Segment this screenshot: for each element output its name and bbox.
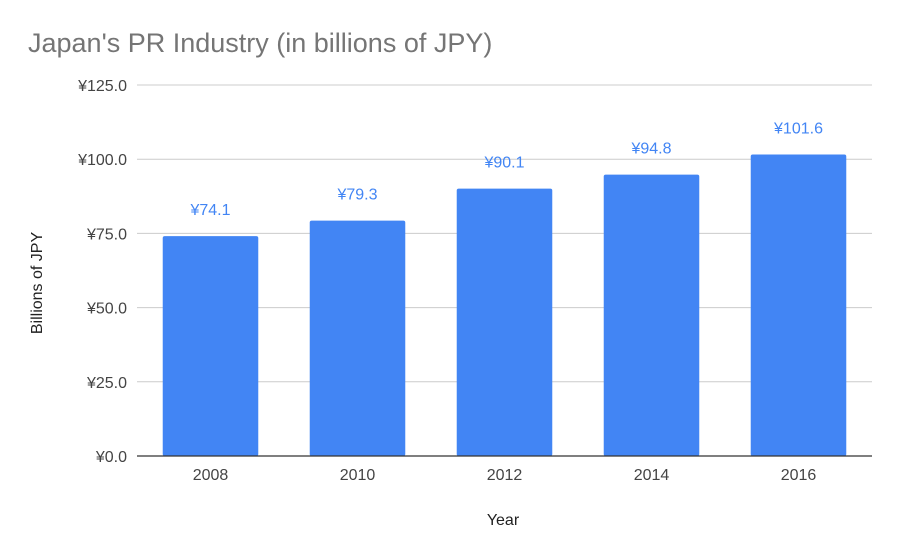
bar[interactable] xyxy=(603,174,700,456)
y-tick-label: ¥125.0 xyxy=(77,78,127,95)
y-tick-label: ¥25.0 xyxy=(86,375,127,392)
x-tick-label: 2016 xyxy=(781,467,817,484)
x-tick-label: 2012 xyxy=(487,467,523,484)
y-axis-title: Billions of JPY xyxy=(29,232,46,335)
x-tick-label: 2008 xyxy=(193,467,229,484)
x-tick-label: 2014 xyxy=(634,467,670,484)
bar[interactable] xyxy=(456,188,553,457)
y-tick-label: ¥50.0 xyxy=(86,301,127,318)
chart-title: Japan's PR Industry (in billions of JPY) xyxy=(28,28,492,58)
data-label: ¥94.8 xyxy=(630,141,671,158)
y-tick-label: ¥100.0 xyxy=(77,152,127,169)
data-label: ¥74.1 xyxy=(189,202,230,219)
data-label: ¥90.1 xyxy=(483,155,524,172)
data-label: ¥79.3 xyxy=(336,187,377,204)
data-labels: ¥74.1 ¥79.3 ¥90.1 ¥94.8 ¥101.6 xyxy=(189,120,823,219)
y-tick-label: ¥75.0 xyxy=(86,226,127,243)
bar[interactable] xyxy=(309,220,406,456)
x-axis-title: Year xyxy=(487,512,520,529)
y-tick-label: ¥0.0 xyxy=(95,449,127,466)
x-axis-ticks: 2008 2010 2012 2014 2016 xyxy=(193,467,817,484)
x-tick-label: 2010 xyxy=(340,467,376,484)
bar[interactable] xyxy=(750,154,847,456)
bars xyxy=(162,154,847,457)
y-axis-ticks: ¥0.0 ¥25.0 ¥50.0 ¥75.0 ¥100.0 ¥125.0 xyxy=(77,78,127,466)
data-label: ¥101.6 xyxy=(773,120,823,137)
bar[interactable] xyxy=(162,236,259,456)
